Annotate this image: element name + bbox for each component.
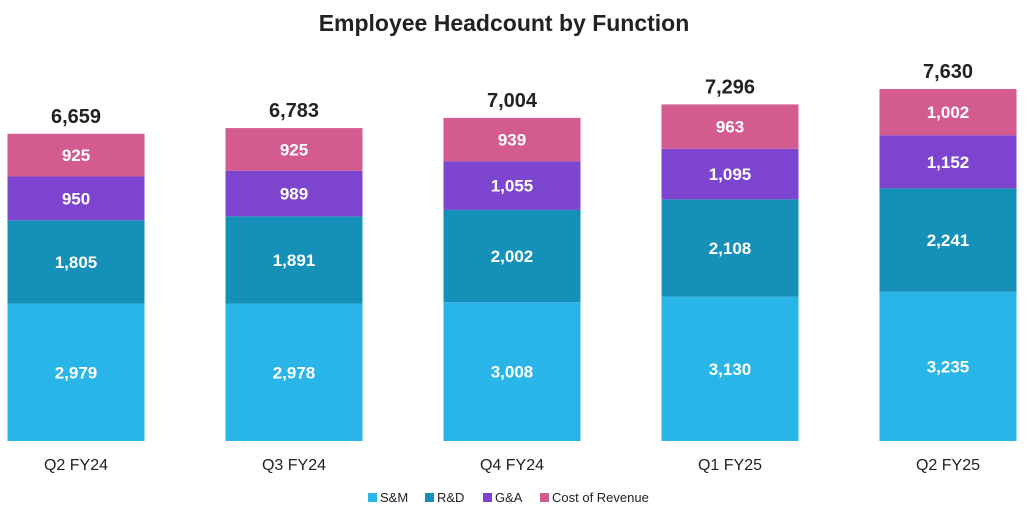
data-label-s-m-5: 3,235 [927,357,970,376]
bar-segment-s-m-3 [443,302,581,441]
category-label-4: Q1 FY25 [698,457,762,474]
data-label-s-m-1: 2,979 [55,363,98,382]
total-label-5: 7,630 [923,61,973,83]
data-label-g-a-5: 1,152 [927,153,970,172]
bar-segment-r-d-5 [879,188,1017,292]
bar-segment-r-d-4 [661,199,799,297]
data-label-r-d-1: 1,805 [55,253,98,272]
data-label-cost-of-revenue-3: 939 [498,131,526,150]
bar-segment-cost-of-revenue-3 [443,117,581,162]
data-label-s-m-3: 3,008 [491,363,534,382]
category-label-1: Q2 FY24 [44,457,108,474]
data-label-cost-of-revenue-5: 1,002 [927,103,970,122]
legend-label-g-a: G&A [495,490,523,505]
bar-segment-r-d-2 [225,216,363,304]
legend-label-r-d: R&D [437,490,464,505]
bar-segment-g-a-1 [7,176,145,221]
bar-segment-s-m-5 [879,291,1017,441]
bar-segment-s-m-2 [225,303,363,441]
legend-swatch-g-a [483,493,492,502]
data-label-cost-of-revenue-1: 925 [62,146,90,165]
chart-title: Employee Headcount by Function [319,10,690,36]
category-label-3: Q4 FY24 [480,457,544,474]
bar-segment-r-d-1 [7,220,145,304]
bar-segment-cost-of-revenue-1 [7,133,145,177]
bars-layer: 2,979 1,805 950 925 6,659 Q2 FY24 2,978 1,891 98… [7,61,1017,474]
bar-segment-g-a-5 [879,135,1017,189]
total-label-2: 6,783 [269,100,319,122]
data-label-r-d-3: 2,002 [491,247,534,266]
bar-segment-cost-of-revenue-4 [661,104,799,149]
bar-segment-g-a-2 [225,170,363,217]
total-label-4: 7,296 [705,76,755,98]
bar-segment-cost-of-revenue-5 [879,89,1017,136]
data-label-r-d-5: 2,241 [927,231,970,250]
data-label-g-a-1: 950 [62,189,90,208]
category-label-2: Q3 FY24 [262,457,326,474]
total-label-1: 6,659 [51,106,101,128]
bar-segment-r-d-3 [443,209,581,303]
bar-segment-g-a-4 [661,148,799,200]
legend-swatch-cost-of-revenue [540,493,549,502]
data-label-cost-of-revenue-4: 963 [716,118,744,137]
data-label-cost-of-revenue-2: 925 [280,140,308,159]
bar-segment-s-m-1 [7,303,145,441]
data-label-r-d-4: 2,108 [709,239,752,258]
legend-swatch-r-d [425,493,434,502]
category-label-5: Q2 FY25 [916,457,980,474]
legend-label-cost-of-revenue: Cost of Revenue [552,490,649,505]
bar-segment-s-m-4 [661,296,799,441]
data-label-g-a-3: 1,055 [491,177,534,196]
legend-label-s-m: S&M [380,490,408,505]
data-label-g-a-4: 1,095 [709,165,752,184]
data-label-r-d-2: 1,891 [273,251,316,270]
data-label-s-m-4: 3,130 [709,360,752,379]
total-label-3: 7,004 [487,90,538,112]
data-label-s-m-2: 2,978 [273,363,316,382]
data-label-g-a-2: 989 [280,185,308,204]
legend: S&M R&D G&A Cost of Revenue [368,490,649,505]
legend-swatch-s-m [368,493,377,502]
bar-segment-cost-of-revenue-2 [225,128,363,171]
bar-segment-g-a-3 [443,161,581,210]
